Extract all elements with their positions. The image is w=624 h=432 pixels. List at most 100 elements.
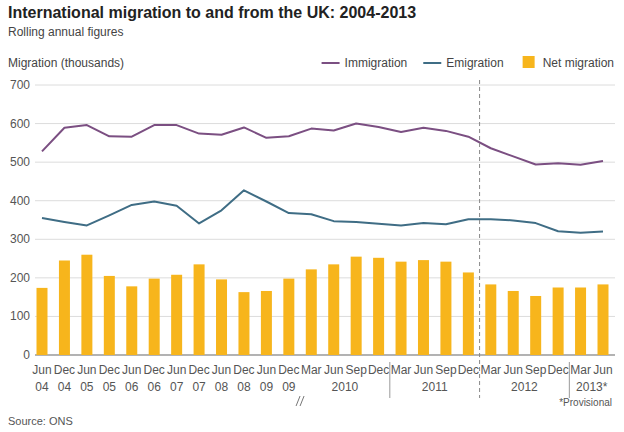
x-tick-label: Dec [368, 363, 389, 377]
y-tick-label: 700 [10, 78, 30, 92]
x-tick-label: Jun [167, 363, 186, 377]
x-tick-label: Jun [414, 363, 433, 377]
line [42, 124, 603, 165]
x-axis-line [35, 355, 615, 356]
provisional-divider [479, 80, 480, 398]
legend-item: Net migration [523, 56, 614, 70]
grid-line [35, 239, 615, 240]
x-group-label: 06 [125, 380, 139, 394]
x-tick-label: Dec [54, 363, 75, 377]
y-tick-label: 400 [10, 194, 30, 208]
y-tick-label: 500 [10, 155, 30, 169]
legend-label: Net migration [543, 56, 614, 70]
grid-line [35, 200, 615, 201]
legend-item: Immigration [322, 56, 408, 70]
x-tick-label: Dec [547, 363, 568, 377]
bar [81, 255, 92, 355]
bar [485, 284, 496, 355]
x-group-label: 2010 [332, 380, 359, 394]
bar [530, 296, 541, 355]
y-tick-label: 0 [23, 348, 30, 362]
x-tick-label: Mar [570, 363, 591, 377]
chart: International migration to and from the … [0, 0, 624, 432]
bar [396, 262, 407, 355]
y-tick-label: 300 [10, 232, 30, 246]
note: *Provisional [559, 397, 612, 408]
x-tick-label: Dec [278, 363, 299, 377]
legend-label: Emigration [446, 56, 503, 70]
grid-line [35, 316, 615, 317]
bar [351, 257, 362, 355]
x-group-label: 2013* [576, 380, 608, 394]
legend-swatch [322, 62, 340, 64]
x-tick-label: Jun [32, 363, 51, 377]
axis-break [296, 396, 300, 406]
bar [283, 279, 294, 355]
grid-line [35, 123, 615, 124]
x-group-label: 07 [192, 380, 206, 394]
y-tick-label: 200 [10, 271, 30, 285]
legend-label: Immigration [345, 56, 408, 70]
bar [306, 269, 317, 355]
x-group-label: 09 [282, 380, 296, 394]
bar [440, 262, 451, 355]
y-axis-label: Migration (thousands) [8, 56, 124, 70]
x-tick-label: Dec [144, 363, 165, 377]
bar [171, 275, 182, 355]
title: International migration to and from the … [8, 4, 416, 21]
x-tick-label: Sep [435, 363, 457, 377]
bar [598, 284, 609, 355]
bar [59, 261, 70, 356]
axis-break [300, 396, 304, 406]
bar [575, 288, 586, 356]
y-tick-label: 100 [10, 309, 30, 323]
bar [553, 288, 564, 356]
x-group-label: 05 [80, 380, 94, 394]
x-tick-label: Jun [257, 363, 276, 377]
subtitle: Rolling annual figures [8, 25, 123, 39]
x-group-label: 08 [215, 380, 229, 394]
bar [508, 291, 519, 355]
x-group-label: 2012 [511, 380, 538, 394]
x-tick-label: Jun [212, 363, 231, 377]
source: Source: ONS [8, 415, 73, 427]
legend: Immigration Emigration Net migration [322, 56, 614, 70]
grid-line [35, 277, 615, 278]
legend-swatch [423, 62, 441, 64]
x-group-label: 09 [260, 380, 274, 394]
bar [126, 286, 137, 355]
x-tick-label: Dec [458, 363, 479, 377]
bar [194, 264, 205, 355]
bar [463, 272, 474, 355]
x-group-label: 2011 [422, 380, 448, 394]
x-group-label: 07 [170, 380, 184, 394]
bar [216, 279, 227, 355]
legend-item: Emigration [423, 56, 503, 70]
bar [149, 279, 160, 355]
x-group-label: 08 [237, 380, 251, 394]
grid-line [35, 355, 615, 356]
x-tick-label: Sep [525, 363, 547, 377]
x-tick-label: Mar [301, 363, 322, 377]
x-group-label: 05 [103, 380, 117, 394]
x-group-label: 06 [148, 380, 162, 394]
bar [328, 264, 339, 355]
line [42, 190, 603, 232]
plot-area [37, 124, 609, 355]
bar [418, 260, 429, 355]
bar [238, 292, 249, 355]
group-separator [389, 362, 390, 398]
legend-swatch [523, 56, 535, 68]
x-group-label: 04 [35, 380, 49, 394]
x-tick-label: Dec [233, 363, 254, 377]
x-tick-label: Jun [77, 363, 96, 377]
x-tick-label: Dec [188, 363, 209, 377]
group-separator [569, 362, 570, 398]
x-tick-label: Jun [504, 363, 523, 377]
x-tick-label: Jun [122, 363, 141, 377]
bar [104, 276, 115, 355]
x-tick-label: Dec [99, 363, 120, 377]
y-tick-label: 600 [10, 117, 30, 131]
x-tick-label: Mar [480, 363, 501, 377]
x-tick-label: Jun [324, 363, 343, 377]
